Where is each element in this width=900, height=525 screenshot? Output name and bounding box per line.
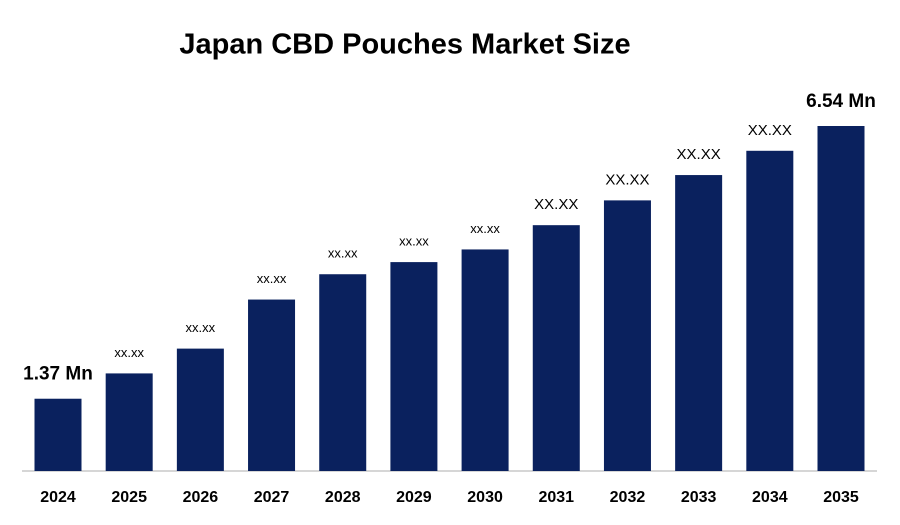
- x-tick-label: 2031: [538, 489, 574, 506]
- bar: [675, 175, 723, 471]
- bar: [817, 126, 865, 471]
- x-tick-label: 2026: [183, 489, 219, 506]
- bar: [461, 249, 509, 471]
- bar: [603, 200, 651, 471]
- bar: [248, 299, 296, 471]
- x-tick-label: 2025: [111, 489, 147, 506]
- x-tick-label: 2030: [467, 489, 503, 506]
- chart-title: Japan CBD Pouches Market Size: [179, 29, 630, 61]
- bar: [746, 150, 794, 471]
- value-label: XX.XX: [534, 196, 578, 213]
- bar: [176, 348, 224, 471]
- bar: [390, 262, 438, 471]
- x-tick-label: 2033: [681, 489, 717, 506]
- x-tick-label: 2027: [254, 489, 290, 506]
- value-label: 6.54 Mn: [806, 91, 876, 112]
- x-tick-label: 2034: [752, 489, 788, 506]
- x-tick-label: 2024: [40, 489, 76, 506]
- bar: [34, 398, 82, 471]
- value-label: XX.XX: [677, 146, 721, 163]
- value-label: xx.xx: [328, 246, 358, 261]
- bar: [532, 225, 580, 471]
- value-label: 1.37 Mn: [23, 364, 93, 385]
- value-label: XX.XX: [748, 122, 792, 139]
- bar: [105, 373, 153, 471]
- value-label: xx.xx: [114, 345, 144, 360]
- x-tick-label: 2028: [325, 489, 361, 506]
- x-tick-label: 2035: [823, 489, 859, 506]
- bar: [319, 274, 367, 471]
- value-label: xx.xx: [257, 271, 287, 286]
- x-tick-label: 2029: [396, 489, 432, 506]
- value-label: xx.xx: [470, 221, 500, 236]
- value-label: xx.xx: [399, 234, 429, 249]
- value-label: xx.xx: [186, 320, 216, 335]
- value-label: XX.XX: [605, 171, 649, 188]
- x-tick-label: 2032: [610, 489, 646, 506]
